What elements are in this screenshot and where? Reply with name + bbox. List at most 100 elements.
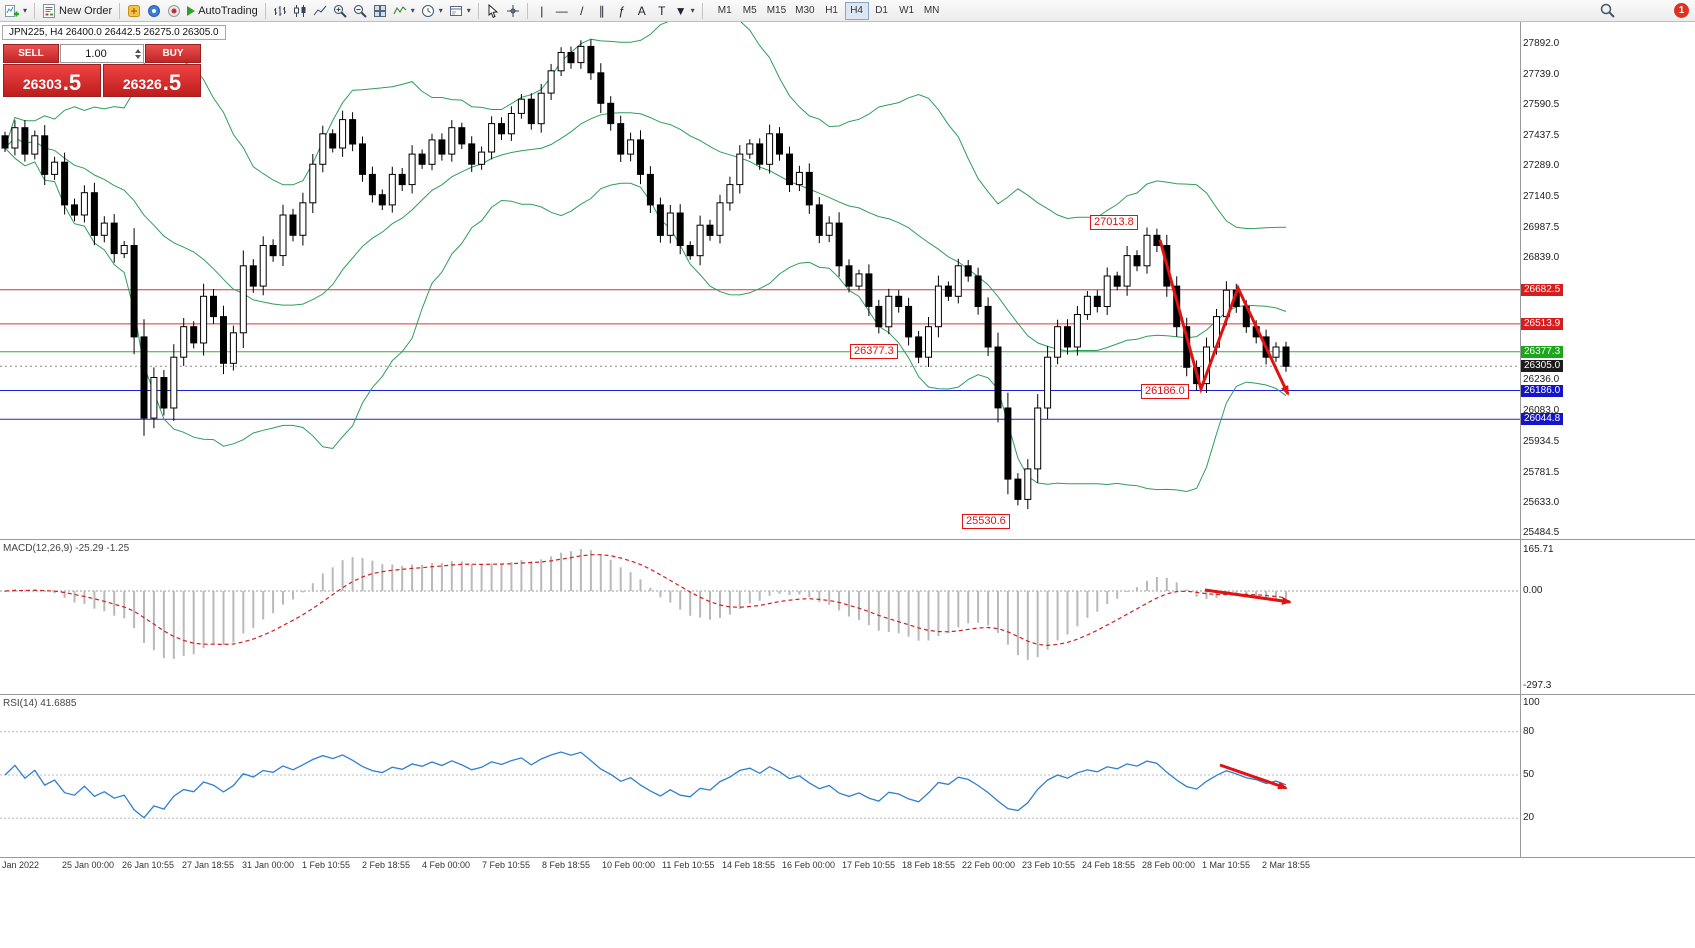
buy-button[interactable]: BUY: [145, 44, 201, 63]
community-button[interactable]: [144, 1, 164, 21]
spin-up-icon[interactable]: [135, 48, 141, 53]
trendline-tool[interactable]: /: [572, 1, 592, 21]
volume-spinner[interactable]: [135, 48, 141, 59]
clock-icon: [421, 4, 434, 17]
time-axis-label: 26 Jan 10:55: [122, 860, 175, 870]
horizontal-line-tool[interactable]: —: [552, 1, 572, 21]
indicators-button[interactable]: ▾: [390, 1, 418, 21]
arrows-tool[interactable]: ▼ ▾: [672, 1, 698, 21]
main-chart-panel[interactable]: 27013.8 26377.3 26186.0 25530.6: [0, 22, 1520, 539]
spin-down-icon[interactable]: [135, 54, 141, 59]
chevron-down-icon: ▾: [438, 6, 443, 15]
sell-price-pips: .5: [62, 70, 82, 95]
price-axis-label: 26236.0: [1523, 374, 1560, 385]
price-tag: 26305.0: [1521, 360, 1564, 372]
time-axis-label: 16 Feb 00:00: [782, 860, 836, 870]
timeframe-m1[interactable]: M1: [713, 2, 737, 20]
price-chart[interactable]: [0, 22, 1520, 539]
timeframe-h4[interactable]: H4: [844, 1, 869, 20]
price-annotation[interactable]: 27013.8: [1090, 215, 1138, 230]
tile-windows-button[interactable]: [370, 1, 390, 21]
time-axis[interactable]: Jan 2022 25 Jan 00:00 26 Jan 10:55 27 Jan 1…: [0, 858, 1520, 874]
chevron-down-icon: ▾: [690, 6, 695, 15]
sell-button[interactable]: SELL: [3, 44, 59, 63]
panel-separator[interactable]: [0, 694, 1695, 695]
arrows-icon: ▼: [674, 3, 687, 18]
zoom-out-button[interactable]: [350, 1, 370, 21]
record-button[interactable]: [164, 1, 184, 21]
macd-chart[interactable]: [0, 540, 1520, 694]
autotrading-button[interactable]: AutoTrading: [184, 1, 261, 21]
toolbar-separator: [477, 2, 479, 19]
rsi-panel[interactable]: RSI(14) 41.6885: [0, 695, 1520, 857]
crosshair-icon: [506, 4, 519, 17]
price-tag: 26044.8: [1521, 413, 1564, 425]
time-axis-label: 24 Feb 18:55: [1082, 860, 1136, 870]
text-label-icon: T: [658, 3, 666, 18]
rsi-axis-label: 80: [1523, 726, 1535, 737]
price-axis-label: 26987.5: [1523, 222, 1560, 233]
horizontal-line-icon: —: [555, 3, 568, 18]
timeframe-mn[interactable]: MN: [920, 2, 944, 20]
new-chart-button[interactable]: ▾: [2, 1, 30, 21]
price-axis-label: 27289.0: [1523, 160, 1560, 171]
time-axis-label: 22 Feb 00:00: [962, 860, 1016, 870]
crosshair-tool-button[interactable]: [503, 1, 523, 21]
volume-stepper[interactable]: 1.00: [60, 44, 144, 63]
notification-badge[interactable]: 1: [1674, 3, 1689, 18]
candlestick-chart-button[interactable]: [290, 1, 310, 21]
timeframe-m15[interactable]: M15: [763, 2, 790, 20]
time-axis-label: 2 Feb 18:55: [362, 860, 411, 870]
price-axis-label: 27892.0: [1523, 38, 1560, 49]
text-icon: A: [637, 3, 646, 18]
cursor-tool-button[interactable]: [483, 1, 503, 21]
price-axis-separator: [1520, 22, 1521, 858]
text-tool[interactable]: A: [632, 1, 652, 21]
new-order-icon: [43, 3, 56, 18]
search-button[interactable]: [1597, 1, 1618, 21]
line-chart-button[interactable]: [310, 1, 330, 21]
timeframe-d1[interactable]: D1: [870, 2, 894, 20]
time-axis-label: 31 Jan 00:00: [242, 860, 295, 870]
zoom-in-button[interactable]: [330, 1, 350, 21]
chevron-down-icon: ▾: [23, 6, 28, 15]
timeframe-h1[interactable]: H1: [820, 2, 844, 20]
panel-separator[interactable]: [0, 539, 1695, 540]
rsi-indicator-label: RSI(14) 41.6885: [3, 698, 77, 709]
cursor-icon: [488, 3, 499, 18]
vertical-line-tool[interactable]: |: [532, 1, 552, 21]
price-axis-label: 25633.0: [1523, 497, 1560, 508]
price-axis-label: 27140.5: [1523, 191, 1560, 202]
toolbar-separator: [526, 2, 528, 19]
macd-panel[interactable]: MACD(12,26,9) -25.29 -1.25: [0, 540, 1520, 694]
sell-price[interactable]: 26303 .5: [3, 64, 101, 97]
buy-price-pips: .5: [162, 70, 182, 95]
panel-separator: [0, 857, 1695, 858]
zoom-out-icon: [353, 4, 367, 18]
periods-button[interactable]: ▾: [418, 1, 446, 21]
bar-chart-button[interactable]: [270, 1, 290, 21]
metaeditor-icon: [128, 4, 141, 17]
templates-button[interactable]: ▾: [446, 1, 474, 21]
text-label-tool[interactable]: T: [652, 1, 672, 21]
channel-tool[interactable]: ∥: [592, 1, 612, 21]
metaeditor-button[interactable]: [124, 1, 144, 21]
timeframe-w1[interactable]: W1: [895, 2, 919, 20]
price-annotation[interactable]: 26186.0: [1141, 384, 1189, 399]
rsi-axis-label: 100: [1523, 697, 1540, 708]
time-axis-label: 4 Feb 00:00: [422, 860, 471, 870]
timeframe-m5[interactable]: M5: [738, 2, 762, 20]
one-click-trading-panel: SELL 1.00 BUY 26303 .5 26326 .5: [3, 44, 201, 97]
rsi-chart[interactable]: [0, 695, 1520, 857]
price-annotation[interactable]: 26377.3: [850, 344, 898, 359]
price-annotation[interactable]: 25530.6: [962, 514, 1010, 529]
time-axis-label: 27 Jan 18:55: [182, 860, 235, 870]
timeframe-m30[interactable]: M30: [791, 2, 818, 20]
buy-price[interactable]: 26326 .5: [103, 64, 201, 97]
price-axis[interactable]: 27892.0 27739.0 27590.5 27437.5 27289.0 27140…: [1521, 0, 1611, 880]
volume-value: 1.00: [85, 47, 107, 60]
fibonacci-tool[interactable]: ƒ: [612, 1, 632, 21]
time-axis-label: 17 Feb 10:55: [842, 860, 896, 870]
new-order-button[interactable]: New Order: [39, 1, 115, 21]
